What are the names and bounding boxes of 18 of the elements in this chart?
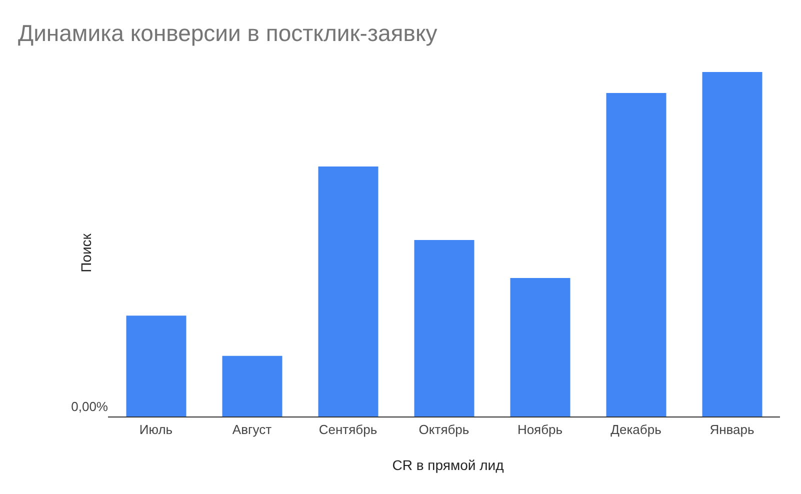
x-tick-label: Январь [710,422,755,438]
bar [126,316,186,417]
x-tick-label: Октябрь [418,422,470,438]
x-tick-label: Декабрь [610,422,662,438]
x-tick-label: Август [232,422,272,438]
x-tick-label: Сентябрь [318,422,378,438]
x-tick-label: Ноябрь [517,422,563,438]
bar [414,240,474,417]
bar [606,93,666,417]
x-axis-title: CR в прямой лид [391,457,505,473]
bar [318,166,378,417]
bar [510,278,570,417]
x-tick-label: Июль [139,422,173,438]
bar [222,356,282,417]
chart-title: Динамика конверсии в постклик-заявку [18,20,438,47]
bar [702,72,762,417]
annotation: 0,00% [71,399,108,414]
y-axis-title: Поиск [78,234,94,272]
